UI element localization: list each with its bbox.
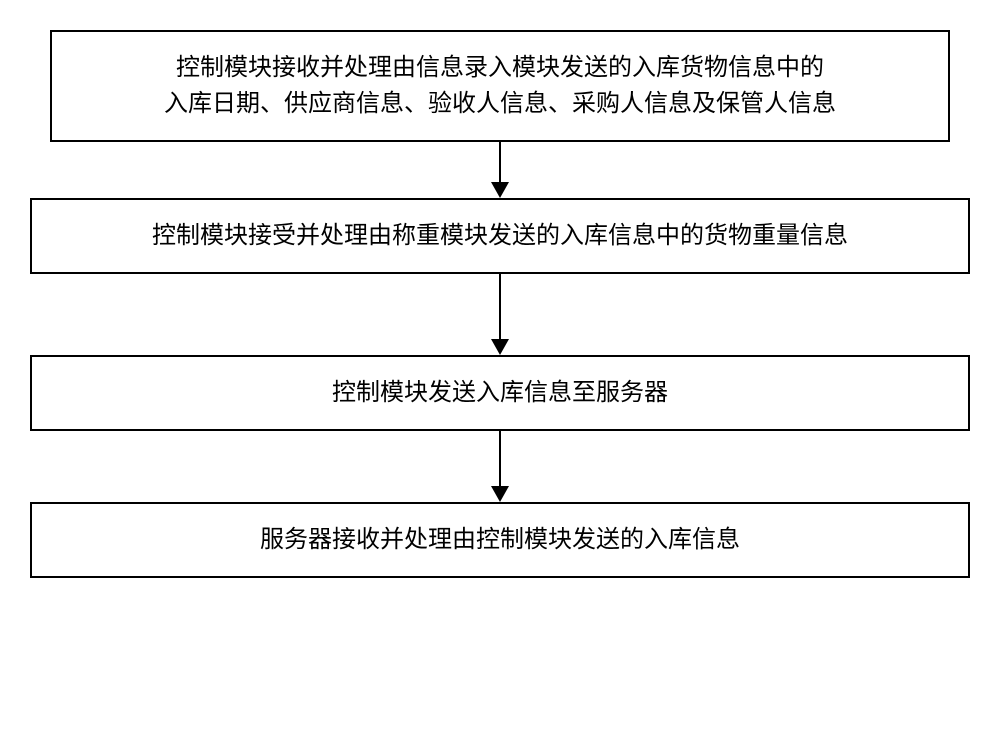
flow-step-4: 服务器接收并处理由控制模块发送的入库信息 [30, 502, 970, 578]
arrow-2 [491, 274, 509, 355]
flow-step-1-text: 控制模块接收并处理由信息录入模块发送的入库货物信息中的 入库日期、供应商信息、验… [164, 50, 836, 122]
arrow-head-icon [491, 486, 509, 502]
arrow-line [499, 274, 501, 339]
arrow-head-icon [491, 339, 509, 355]
flow-step-3-text: 控制模块发送入库信息至服务器 [332, 375, 668, 411]
flow-step-2: 控制模块接受并处理由称重模块发送的入库信息中的货物重量信息 [30, 198, 970, 274]
flow-step-4-text: 服务器接收并处理由控制模块发送的入库信息 [260, 522, 740, 558]
flow-step-2-text: 控制模块接受并处理由称重模块发送的入库信息中的货物重量信息 [152, 218, 848, 254]
arrow-3 [491, 431, 509, 502]
arrow-line [499, 142, 501, 182]
flow-step-1: 控制模块接收并处理由信息录入模块发送的入库货物信息中的 入库日期、供应商信息、验… [50, 30, 950, 142]
arrow-1 [491, 142, 509, 198]
arrow-line [499, 431, 501, 486]
arrow-head-icon [491, 182, 509, 198]
flow-step-3: 控制模块发送入库信息至服务器 [30, 355, 970, 431]
